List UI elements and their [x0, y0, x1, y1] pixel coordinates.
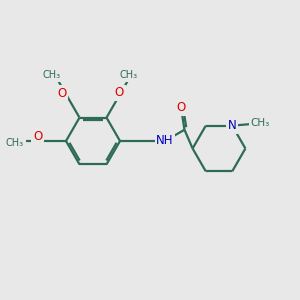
- Text: CH₃: CH₃: [43, 70, 61, 80]
- Text: O: O: [115, 86, 124, 99]
- Text: N: N: [228, 119, 237, 132]
- Text: O: O: [57, 87, 66, 100]
- Text: CH₃: CH₃: [119, 70, 137, 80]
- Text: O: O: [177, 101, 186, 114]
- Text: O: O: [33, 130, 42, 143]
- Text: CH₃: CH₃: [6, 137, 24, 148]
- Text: NH: NH: [156, 134, 174, 148]
- Text: CH₃: CH₃: [250, 118, 269, 128]
